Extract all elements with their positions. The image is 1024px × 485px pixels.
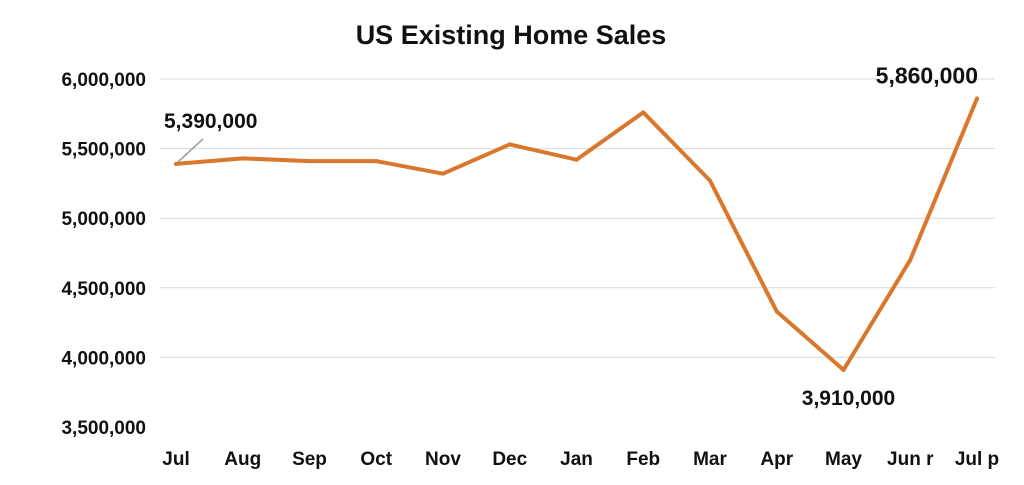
y-tick-label: 5,500,000 [61, 140, 146, 161]
x-tick-label: Dec [492, 449, 527, 470]
data-point [507, 142, 512, 147]
y-tick-label: 6,000,000 [61, 70, 146, 91]
data-point [174, 161, 178, 166]
x-tick-label: Jul p [955, 449, 999, 470]
x-tick-label: Sep [292, 449, 327, 470]
data-point [975, 96, 979, 101]
y-tick-label: 5,000,000 [61, 209, 146, 230]
x-tick-label: Nov [425, 449, 461, 470]
x-tick-label: Jul [162, 449, 189, 470]
x-tick-label: Mar [693, 449, 727, 470]
chart-title: US Existing Home Sales [356, 20, 667, 50]
x-tick-label: Jun r [887, 449, 934, 470]
data-point [908, 257, 913, 262]
data-point [774, 309, 779, 314]
y-axis-tick-labels: 3,500,000 4,000,000 4,500,000 5,000,000 5,50… [61, 70, 146, 439]
data-point [708, 178, 712, 183]
series-line [174, 96, 979, 372]
data-point [574, 157, 579, 162]
data-point [374, 159, 379, 164]
gridlines [160, 78, 995, 358]
x-tick-label: Feb [626, 449, 660, 470]
x-tick-label: Apr [760, 449, 793, 470]
x-tick-label: Jan [560, 449, 593, 470]
x-tick-label: Oct [360, 449, 392, 470]
data-label: 5,860,000 [876, 62, 978, 88]
series-layer [174, 96, 979, 372]
data-label: 5,390,000 [164, 110, 257, 133]
x-axis-tick-labels: Jul Aug Sep Oct Nov Dec Jan Feb Mar Apr May Jun r Ju… [162, 449, 999, 470]
data-point [841, 367, 846, 372]
y-tick-label: 3,500,000 [61, 418, 146, 439]
x-tick-label: May [825, 449, 862, 470]
data-point [307, 159, 312, 164]
x-tick-label: Aug [224, 449, 261, 470]
annotation-leader-line [177, 138, 204, 163]
data-point [240, 156, 245, 161]
data-point [641, 110, 646, 115]
y-tick-label: 4,500,000 [61, 279, 146, 300]
data-label: 3,910,000 [802, 387, 895, 410]
data-annotations: 5,390,000 3,910,000 5,860,000 [164, 62, 978, 409]
data-point [441, 171, 445, 176]
y-tick-label: 4,000,000 [61, 348, 146, 369]
